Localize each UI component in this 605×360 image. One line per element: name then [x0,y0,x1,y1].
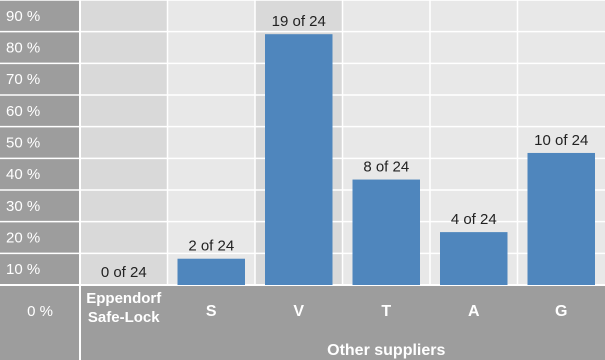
data-label: 10 of 24 [534,132,588,149]
x-axis-panel [517,285,605,360]
category-column-bg [80,0,168,285]
data-labels: 0 of 24 2 of 24 19 of 24 8 of 24 4 of 24 10 o… [101,13,589,281]
y-tick-label: 30 % [6,198,40,215]
x-tick-label: T [381,303,391,320]
y-tick-label: 70 % [6,71,40,88]
category-column-bg [167,0,255,285]
data-label: 19 of 24 [272,13,326,30]
y-axis-tick-labels: 0 % 10 % 20 % 30 % 40 % 50 % 60 % 70 % 80 % 90 % [6,8,53,320]
y-tick-label: 90 % [6,8,40,25]
y-tick-label: 0 % [27,303,53,320]
y-tick-label: 80 % [6,40,40,57]
bar [352,179,420,285]
bar [265,34,333,286]
x-axis-panel [167,285,255,360]
bars [177,34,595,286]
x-axis-panel [430,285,518,360]
x-tick-label: S [206,303,217,320]
y-axis-panel [0,0,80,360]
bar [177,258,245,285]
x-tick-label: A [468,303,480,320]
bar [440,232,508,285]
x-axis-panel [255,285,343,360]
x-tick-label: V [293,303,304,320]
data-label: 0 of 24 [101,264,147,281]
x-axis-group-label: Other suppliers [327,342,445,359]
y-tick-label: 20 % [6,230,40,247]
x-axis-category-labels: Eppendorf Safe-Lock S V T A G [86,290,567,326]
y-tick-label: 50 % [6,135,40,152]
data-label: 2 of 24 [188,238,234,255]
y-tick-label: 10 % [6,261,40,278]
y-tick-label: 40 % [6,166,40,183]
bar [527,152,595,285]
x-axis-panel [342,285,430,360]
y-tick-label: 60 % [6,103,40,120]
x-axis-panel [80,285,168,360]
data-label: 8 of 24 [363,159,409,176]
x-tick-label: G [555,303,567,320]
x-tick-label: Eppendorf Safe-Lock [86,290,162,326]
data-label: 4 of 24 [451,211,497,228]
